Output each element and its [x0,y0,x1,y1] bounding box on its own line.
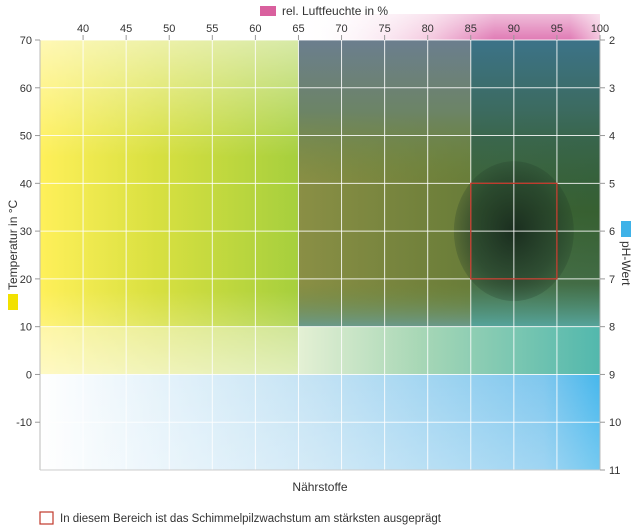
nutrients-axis-label: Nährstoffe [292,480,347,494]
left-tick-label: 30 [20,226,32,238]
top-tick-label: 65 [292,23,304,35]
right-tick-label: 2 [609,35,615,47]
legend-box-swatch [39,511,54,525]
right-tick-label: 3 [609,83,615,95]
left-tick-label: 0 [26,369,32,381]
left-tick-label: 20 [20,274,32,286]
top-tick-label: 60 [249,23,261,35]
plot-bands [40,14,600,470]
right-tick-label: 9 [609,369,615,381]
top-tick-label: 80 [422,23,434,35]
peak-growth-box [470,182,558,280]
chart-legend: In diesem Bereich ist das Schimmelpilzwa… [39,511,442,525]
top-tick-label: 75 [378,23,390,35]
top-tick-label: 40 [77,23,89,35]
left-tick-label: -10 [16,417,32,429]
ph-axis-label: pH-Wert [619,241,633,286]
ph-legend-swatch [621,221,631,237]
left-axis-legend: Temperatur in °C [6,200,20,310]
temperature-legend-swatch [8,294,18,310]
right-tick-label: 6 [609,226,615,238]
left-tick-label: 40 [20,178,32,190]
top-tick-label: 95 [551,23,563,35]
top-axis-legend: rel. Luftfeuchte in % [260,4,388,18]
right-tick-label: 5 [609,178,615,190]
left-tick-label: 50 [20,131,32,143]
highlight-zone [470,182,558,280]
legend-text: In diesem Bereich ist das Schimmelpilzwa… [60,513,442,525]
humidity-legend-swatch [260,6,276,16]
top-tick-label: 100 [591,23,609,35]
top-tick-label: 55 [206,23,218,35]
top-tick-label: 50 [163,23,175,35]
top-tick-label: 90 [508,23,520,35]
humidity-axis-label: rel. Luftfeuchte in % [282,4,388,18]
axes: 40 45 50 55 60 65 70 75 80 85 90 95 1007060504030201… [16,23,621,477]
right-tick-label: 10 [609,417,621,429]
left-tick-label: 60 [20,83,32,95]
right-tick-label: 7 [609,274,615,286]
top-tick-label: 70 [335,23,347,35]
left-tick-label: 70 [20,35,32,47]
right-tick-label: 8 [609,322,615,334]
right-tick-label: 4 [609,131,615,143]
right-axis-legend: pH-Wert [619,221,633,286]
left-tick-label: 10 [20,322,32,334]
humidity-band-fade [298,14,600,40]
temperature-axis-label: Temperatur in °C [6,200,20,290]
top-tick-label: 45 [120,23,132,35]
right-tick-label: 11 [609,465,620,477]
top-tick-label: 85 [465,23,477,35]
ph-band-lower [298,326,600,375]
